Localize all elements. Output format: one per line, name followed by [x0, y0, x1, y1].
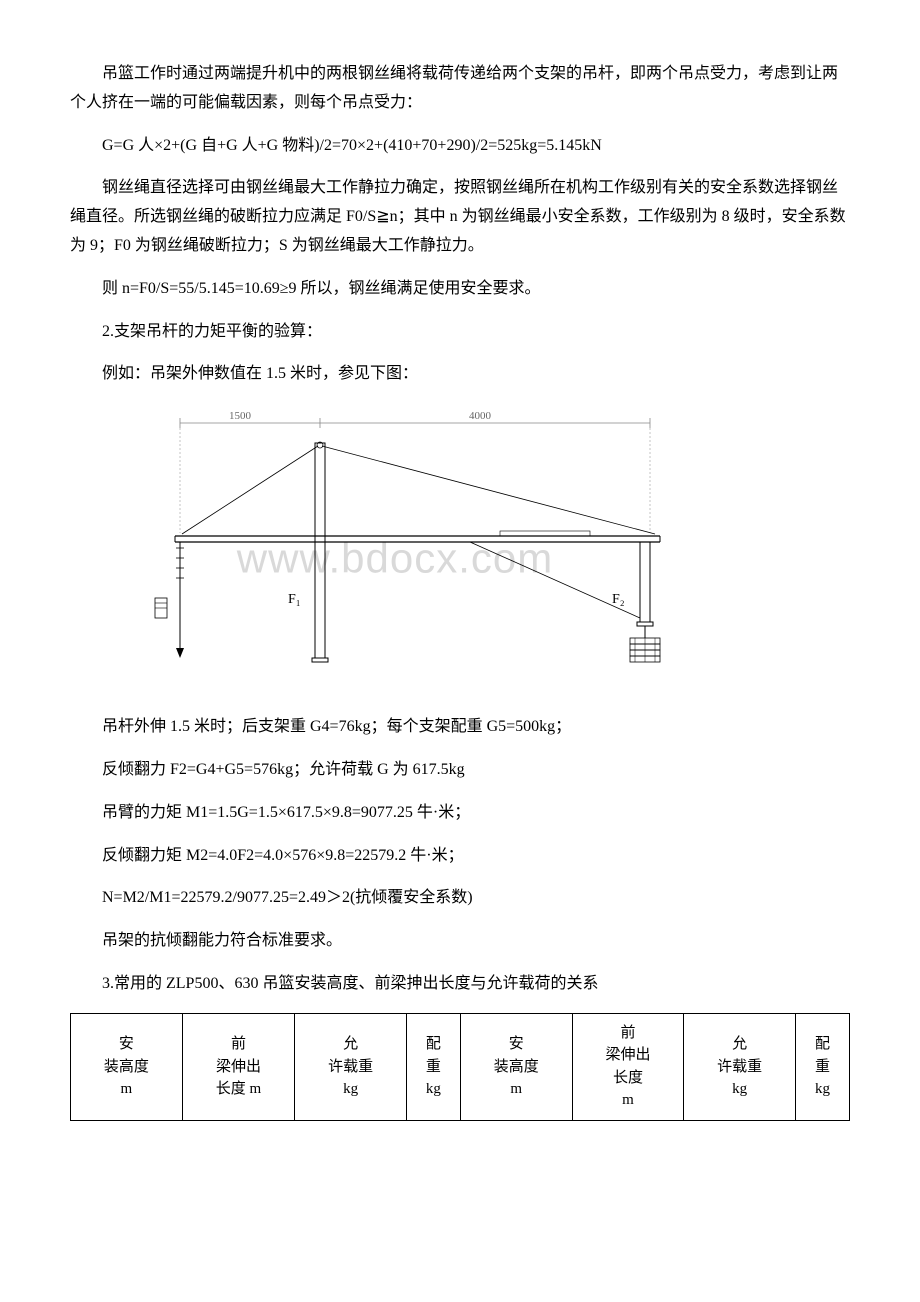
paragraph-10: 反倾翻力矩 M2=4.0F2=4.0×576×9.8=22579.2 牛·米；	[70, 842, 850, 871]
paragraph-2: G=G 人×2+(G 自+G 人+G 物料)/2=70×2+(410+70+29…	[70, 132, 850, 161]
col-counterweight-1: 配 重 kg	[406, 1013, 460, 1120]
paragraph-5: 2.支架吊杆的力矩平衡的验算：	[70, 318, 850, 347]
paragraph-8: 反倾翻力 F2=G4+G5=576kg；允许荷载 G 为 617.5kg	[70, 756, 850, 785]
col-allowed-load-1: 允 许载重 kg	[295, 1013, 407, 1120]
crane-diagram: www.bdocx.com 1500 4000	[120, 403, 670, 683]
paragraph-6: 例如：吊架外伸数值在 1.5 米时，参见下图：	[70, 360, 850, 389]
diagram-svg: 1500 4000	[120, 403, 670, 683]
col-allowed-load-2: 允 许载重 kg	[684, 1013, 796, 1120]
paragraph-1: 吊篮工作时通过两端提升机中的两根钢丝绳将载荷传递给两个支架的吊杆，即两个吊点受力…	[70, 60, 850, 118]
paragraph-4: 则 n=F0/S=55/5.145=10.69≥9 所以，钢丝绳满足使用安全要求…	[70, 275, 850, 304]
paragraph-3: 钢丝绳直径选择可由钢丝绳最大工作静拉力确定，按照钢丝绳所在机构工作级别有关的安全…	[70, 174, 850, 260]
paragraph-12: 吊架的抗倾翻能力符合标准要求。	[70, 927, 850, 956]
paragraph-9: 吊臂的力矩 M1=1.5G=1.5×617.5×9.8=9077.25 牛·米；	[70, 799, 850, 828]
dim-4000-label: 4000	[469, 410, 492, 422]
paragraph-7: 吊杆外伸 1.5 米时；后支架重 G4=76kg；每个支架配重 G5=500kg…	[70, 713, 850, 742]
table-header-row: 安 装高度 m 前 梁伸出 长度 m 允 许载重 kg 配 重 kg 安 装高度…	[71, 1013, 850, 1120]
paragraph-13: 3.常用的 ZLP500、630 吊篮安装高度、前梁抻出长度与允许载荷的关系	[70, 970, 850, 999]
col-beam-extend-2: 前 梁伸出 长度 m	[572, 1013, 684, 1120]
col-beam-extend-1: 前 梁伸出 长度 m	[182, 1013, 295, 1120]
col-install-height-2: 安 装高度 m	[460, 1013, 572, 1120]
parameters-table: 安 装高度 m 前 梁伸出 长度 m 允 许载重 kg 配 重 kg 安 装高度…	[70, 1013, 850, 1121]
force-f2-label: F₂	[612, 592, 625, 607]
paragraph-11: N=M2/M1=22579.2/9077.25=2.49＞2(抗倾覆安全系数)	[70, 884, 850, 913]
dim-1500-label: 1500	[229, 410, 252, 422]
col-install-height-1: 安 装高度 m	[71, 1013, 183, 1120]
col-counterweight-2: 配 重 kg	[796, 1013, 850, 1120]
force-f1-label: F₁	[288, 592, 301, 607]
